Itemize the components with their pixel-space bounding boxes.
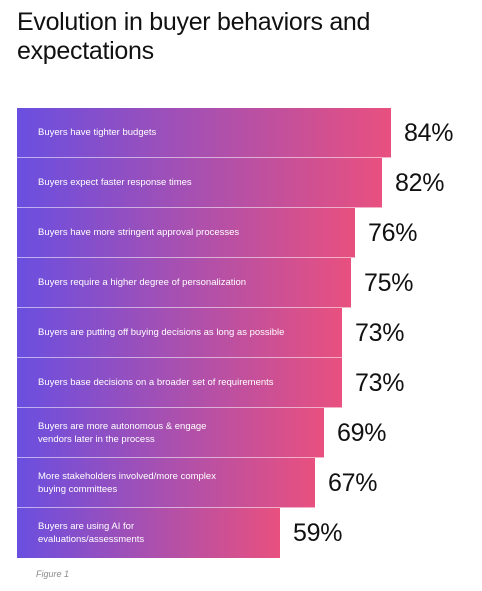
bar-label: Buyers are more autonomous & engage vend… [38,420,207,445]
value-label: 59% [293,519,343,547]
figure-caption: Figure 1 [36,569,70,579]
bar-label: Buyers require a higher degree of person… [38,277,247,288]
bar: Buyers have more stringent approval proc… [17,208,355,258]
bar: Buyers are more autonomous & engage vend… [17,408,324,458]
bar: Buyers have tighter budgets [17,108,391,158]
value-label: 73% [355,319,405,347]
bar-label: Buyers expect faster response times [38,177,192,188]
bar-label: Buyers are using AI for evaluations/asse… [38,521,145,545]
bar-chart: Buyers have tighter budgets 84% Buyers exp… [17,108,477,559]
bar: Buyers expect faster response times [17,158,382,208]
chart-title: Evolution in buyer behaviors and expecta… [17,8,371,65]
bar: Buyers are putting off buying decisions … [17,308,342,358]
bar-label: Buyers have more stringent approval proc… [38,227,240,238]
value-label: 69% [337,419,387,447]
bar: Buyers base decisions on a broader set o… [17,358,342,408]
value-label: 76% [368,219,418,247]
value-label: 82% [395,169,445,197]
bar-label: Buyers have tighter budgets [38,127,157,138]
bar-label: Buyers are putting off buying decisions … [38,327,285,338]
bar: Buyers require a higher degree of person… [17,258,351,308]
bar: Buyers are using AI for evaluations/asse… [17,508,280,558]
bar-label: Buyers base decisions on a broader set o… [38,377,274,388]
bar-label: More stakeholders involved/more complex … [38,470,216,495]
value-label: 73% [355,369,405,397]
bar: More stakeholders involved/more complex … [17,458,315,508]
value-label: 84% [404,119,454,147]
value-label: 75% [364,269,414,297]
value-label: 67% [328,469,378,497]
